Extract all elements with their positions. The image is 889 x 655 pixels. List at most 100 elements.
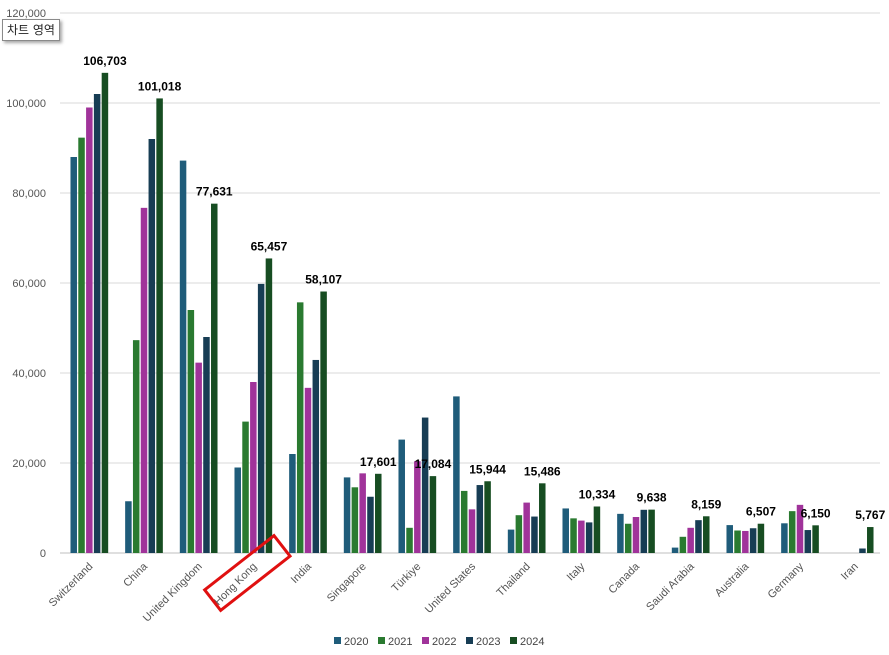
bar-2020 <box>453 396 460 553</box>
bar-2023 <box>93 94 101 553</box>
bar-2024 <box>867 527 874 553</box>
x-tick-label: Canada <box>606 560 642 596</box>
bar-2023 <box>531 516 538 553</box>
bar-2022 <box>140 207 148 553</box>
legend-label: 2021 <box>388 636 412 648</box>
bar-2022 <box>468 509 476 553</box>
bar-2023 <box>257 283 265 553</box>
data-label: 65,457 <box>251 239 288 253</box>
y-tick-label: 0 <box>40 548 46 560</box>
legend-swatch <box>422 637 429 644</box>
x-tick-label: China <box>121 560 150 589</box>
bar-2022 <box>414 461 421 553</box>
highlight-box <box>202 533 293 613</box>
bar-2020 <box>562 508 569 553</box>
legend-swatch <box>510 637 517 644</box>
bar-2021 <box>460 490 468 553</box>
bar-2021 <box>788 511 796 553</box>
bar-2022 <box>195 362 202 553</box>
bar-2024 <box>812 525 819 553</box>
bar-2022 <box>86 107 93 553</box>
bar-2024 <box>265 258 273 553</box>
bar-2023 <box>749 528 757 553</box>
x-tick-label: Singapore <box>325 561 369 605</box>
y-tick-label: 120,000 <box>6 8 46 20</box>
bar-2020 <box>234 467 241 553</box>
y-tick-label: 60,000 <box>12 278 46 290</box>
bar-2020 <box>289 454 296 553</box>
x-tick-label: Italy <box>565 560 588 583</box>
bar-2020 <box>617 513 624 553</box>
bar-2021 <box>351 487 359 553</box>
data-label: 5,767 <box>855 508 885 522</box>
bar-2023 <box>695 520 702 553</box>
bar-2021 <box>132 340 140 553</box>
data-label: 6,507 <box>746 505 776 519</box>
data-label: 106,703 <box>83 54 127 68</box>
chart-area-tooltip: 차트 영역 <box>2 19 60 41</box>
bar-2022 <box>796 504 804 553</box>
bar-2024 <box>320 291 327 553</box>
highlight-box <box>202 533 293 613</box>
data-label: 9,638 <box>637 491 667 505</box>
legend-label: 2022 <box>432 636 456 648</box>
bar-2021 <box>78 137 85 553</box>
bar-2024 <box>211 203 218 553</box>
data-label: 8,159 <box>691 497 721 511</box>
bar-2023 <box>312 359 320 553</box>
bar-2024 <box>593 506 601 553</box>
bar-2021 <box>406 527 413 553</box>
bar-2024 <box>539 483 546 553</box>
bar-2024 <box>703 516 710 553</box>
bar-2024 <box>648 509 655 553</box>
bar-2024 <box>101 72 109 554</box>
y-tick-label: 100,000 <box>6 98 46 110</box>
x-tick-label: United States <box>423 560 479 616</box>
bar-2024 <box>156 98 163 553</box>
bar-2021 <box>734 530 741 553</box>
bar-2024 <box>757 523 765 553</box>
x-tick-label: Switzerland <box>47 561 96 610</box>
x-tick-label: Australia <box>713 560 752 599</box>
legend: 2020 2021 2022 2023 2024 <box>334 636 544 648</box>
bar-2021 <box>570 518 577 553</box>
bar-2021 <box>296 302 304 553</box>
legend-swatch <box>378 637 385 644</box>
data-label: 15,486 <box>524 464 561 478</box>
bar-2023 <box>804 530 812 553</box>
bar-2022 <box>632 517 640 553</box>
data-label: 17,084 <box>415 457 452 471</box>
bar-2020 <box>781 523 788 553</box>
bar-2021 <box>515 515 523 553</box>
data-label: 10,334 <box>579 487 616 501</box>
bar-2023 <box>476 485 484 553</box>
x-tick-label: Saudi Arabia <box>644 560 697 613</box>
bar-2023 <box>148 139 156 553</box>
bar-2020 <box>179 160 187 553</box>
x-tick-label: Türkiye <box>389 561 423 595</box>
bar-2020 <box>671 547 679 553</box>
bar-2023 <box>367 496 374 553</box>
x-tick-label: Germany <box>766 560 807 601</box>
y-tick-label: 40,000 <box>12 368 46 380</box>
bar-2022 <box>304 387 312 553</box>
bar-2021 <box>624 523 632 553</box>
legend-label: 2024 <box>520 636 544 648</box>
y-tick-label: 20,000 <box>12 458 46 470</box>
data-label: 15,944 <box>469 462 506 476</box>
y-axis: 0 20,000 40,000 60,000 80,000 100,000 120,000 <box>6 8 46 560</box>
bar-2022 <box>742 530 749 553</box>
bar-2020 <box>343 477 351 553</box>
data-label: 58,107 <box>305 273 342 287</box>
legend-swatch <box>334 637 341 644</box>
bar-2024 <box>429 476 437 553</box>
bar-2023 <box>640 509 648 553</box>
bar-2020 <box>726 525 733 553</box>
legend-swatch <box>466 637 473 644</box>
bar-2021 <box>242 421 249 553</box>
bar-2022 <box>523 502 530 553</box>
bar-2022 <box>687 527 694 553</box>
bars <box>70 72 874 554</box>
x-tick-label: India <box>289 560 315 586</box>
